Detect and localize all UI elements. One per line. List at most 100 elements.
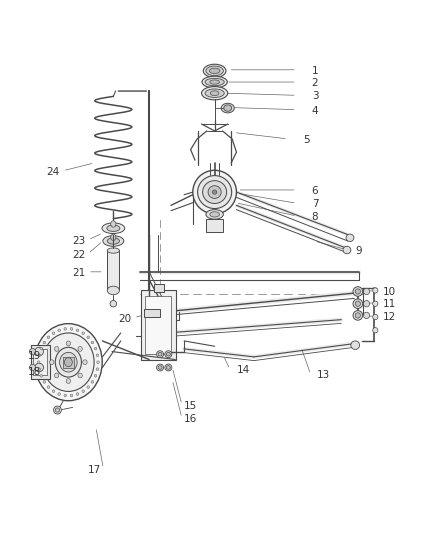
Text: 18: 18 [28, 367, 41, 377]
Ellipse shape [78, 373, 82, 378]
Ellipse shape [156, 364, 163, 371]
Ellipse shape [201, 86, 228, 100]
Bar [33, 349, 46, 375]
Ellipse shape [103, 236, 124, 246]
Ellipse shape [206, 209, 223, 219]
Ellipse shape [373, 328, 378, 333]
Ellipse shape [91, 381, 94, 383]
Ellipse shape [82, 390, 85, 392]
Ellipse shape [110, 301, 117, 307]
Bar [107, 251, 120, 290]
Ellipse shape [40, 347, 42, 350]
Ellipse shape [42, 333, 94, 391]
Text: 8: 8 [312, 212, 318, 222]
Ellipse shape [94, 375, 97, 377]
Text: 6: 6 [312, 186, 318, 196]
Ellipse shape [212, 190, 217, 194]
Ellipse shape [210, 91, 219, 95]
Ellipse shape [83, 360, 87, 365]
Ellipse shape [166, 352, 170, 356]
Ellipse shape [78, 346, 82, 351]
Ellipse shape [70, 328, 73, 330]
Ellipse shape [208, 185, 221, 198]
Ellipse shape [203, 64, 226, 77]
Ellipse shape [97, 361, 99, 364]
Text: 22: 22 [72, 250, 85, 260]
Ellipse shape [29, 365, 35, 370]
Ellipse shape [205, 78, 224, 86]
Ellipse shape [29, 349, 35, 355]
Ellipse shape [203, 181, 226, 204]
Ellipse shape [353, 287, 363, 296]
Ellipse shape [111, 221, 116, 227]
Bar [154, 284, 164, 292]
Ellipse shape [355, 301, 360, 306]
Ellipse shape [364, 312, 370, 319]
Text: 19: 19 [28, 351, 41, 361]
Ellipse shape [355, 289, 360, 294]
Ellipse shape [107, 238, 120, 244]
Ellipse shape [373, 288, 378, 293]
Bar [141, 290, 176, 360]
Text: 21: 21 [72, 268, 85, 278]
Ellipse shape [38, 354, 41, 357]
Ellipse shape [64, 328, 67, 330]
Ellipse shape [76, 329, 79, 332]
Text: 13: 13 [317, 370, 330, 381]
Text: 20: 20 [119, 313, 132, 324]
Ellipse shape [96, 368, 99, 370]
Ellipse shape [343, 246, 351, 254]
Ellipse shape [107, 225, 120, 231]
Ellipse shape [35, 348, 43, 356]
Ellipse shape [47, 336, 50, 338]
Ellipse shape [346, 234, 354, 241]
Ellipse shape [210, 212, 219, 217]
Ellipse shape [53, 406, 61, 414]
Text: 24: 24 [46, 167, 60, 177]
Ellipse shape [76, 393, 79, 395]
Ellipse shape [205, 89, 224, 98]
Ellipse shape [52, 332, 55, 335]
Ellipse shape [202, 76, 227, 88]
Ellipse shape [165, 351, 172, 358]
Ellipse shape [66, 378, 71, 383]
Ellipse shape [198, 175, 232, 208]
Ellipse shape [64, 358, 72, 367]
Ellipse shape [64, 394, 67, 397]
Ellipse shape [355, 313, 360, 318]
Ellipse shape [52, 390, 55, 392]
Ellipse shape [58, 393, 60, 395]
Ellipse shape [353, 311, 363, 320]
Ellipse shape [224, 105, 232, 111]
Ellipse shape [364, 301, 370, 307]
Ellipse shape [49, 360, 54, 365]
Ellipse shape [66, 341, 71, 346]
Ellipse shape [107, 248, 120, 253]
Ellipse shape [166, 366, 170, 369]
Ellipse shape [55, 348, 81, 377]
Ellipse shape [37, 361, 40, 364]
Ellipse shape [91, 341, 94, 344]
Ellipse shape [55, 408, 60, 412]
Text: 9: 9 [355, 246, 362, 255]
Ellipse shape [54, 373, 59, 378]
Ellipse shape [94, 347, 97, 350]
Ellipse shape [210, 80, 219, 84]
Ellipse shape [102, 223, 125, 233]
Bar [144, 309, 160, 317]
Ellipse shape [364, 288, 370, 295]
Ellipse shape [38, 368, 41, 370]
Ellipse shape [96, 354, 99, 357]
Text: 1: 1 [312, 66, 318, 76]
Ellipse shape [43, 381, 46, 383]
Ellipse shape [111, 234, 116, 240]
Bar [145, 296, 171, 354]
Ellipse shape [209, 68, 220, 74]
Ellipse shape [60, 352, 77, 372]
Ellipse shape [87, 386, 89, 389]
Ellipse shape [82, 332, 85, 335]
Text: 14: 14 [237, 365, 250, 375]
Text: 5: 5 [303, 135, 310, 145]
Text: 10: 10 [383, 287, 396, 297]
Ellipse shape [58, 329, 60, 332]
